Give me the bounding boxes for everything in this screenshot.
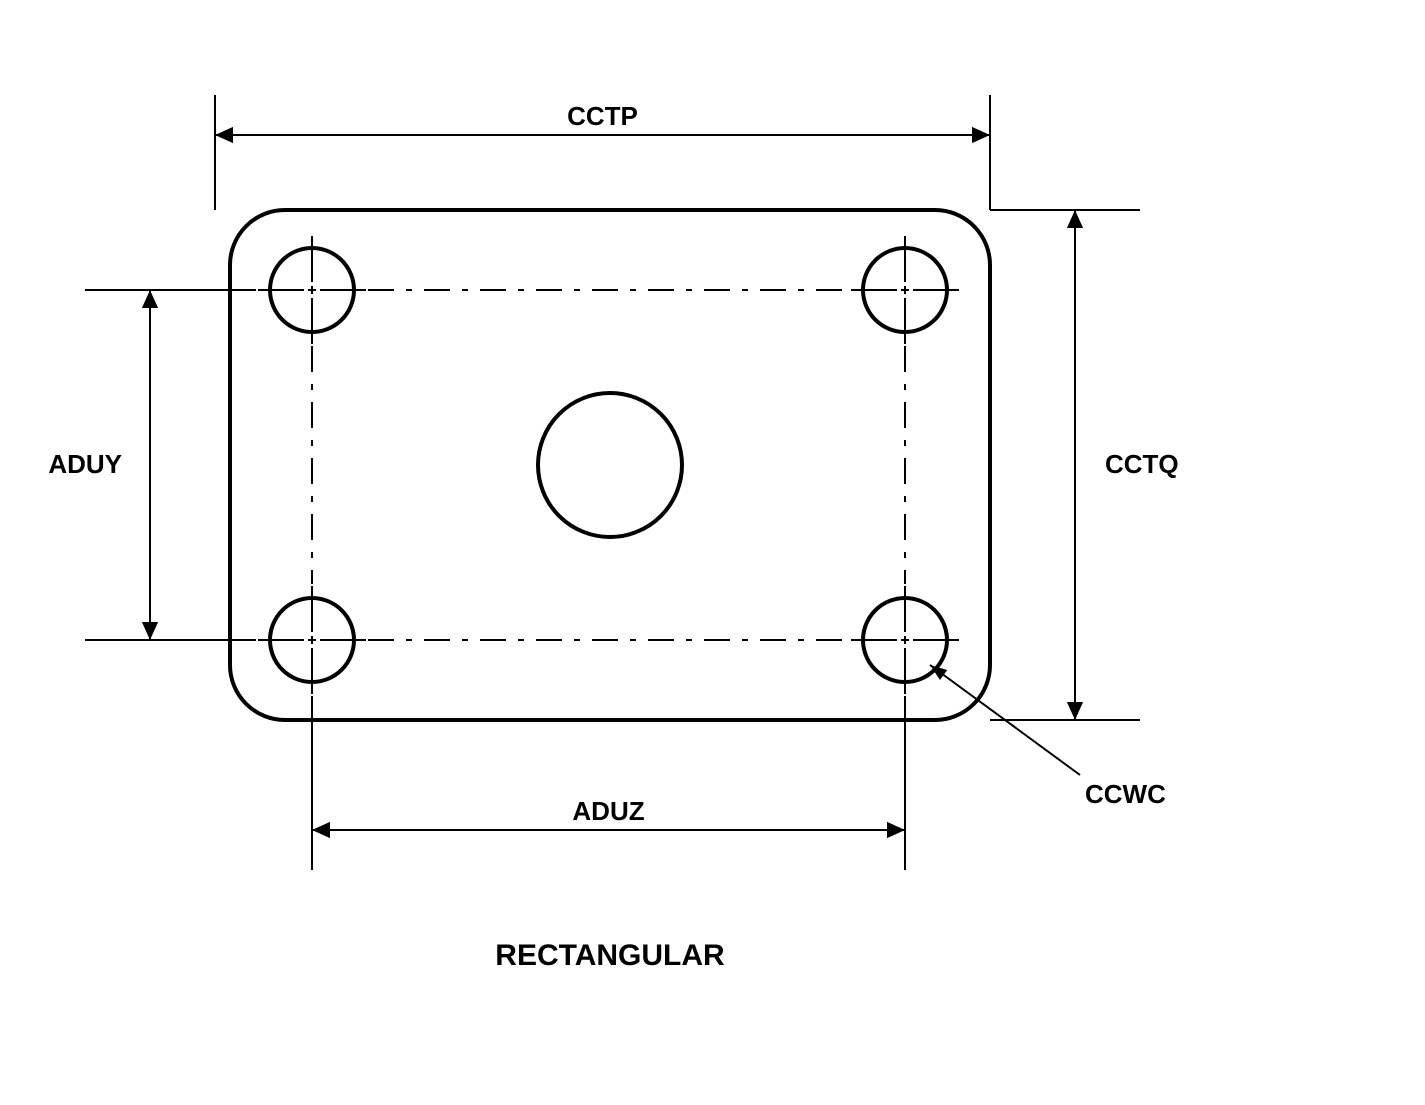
dim-label-ccwc: CCWC <box>1085 779 1166 809</box>
center-hole <box>538 393 682 537</box>
dim-label-cctp: CCTP <box>567 101 638 131</box>
diagram-title: RECTANGULAR <box>495 939 725 972</box>
engineering-diagram: CCTP CCTQ ADUY ADUZ CCWC RECTANGULAR <box>0 0 1425 1105</box>
dim-label-aduy: ADUY <box>48 449 122 479</box>
dim-label-cctq: CCTQ <box>1105 449 1179 479</box>
plate-outline <box>230 210 990 720</box>
dim-label-aduz: ADUZ <box>572 796 644 826</box>
